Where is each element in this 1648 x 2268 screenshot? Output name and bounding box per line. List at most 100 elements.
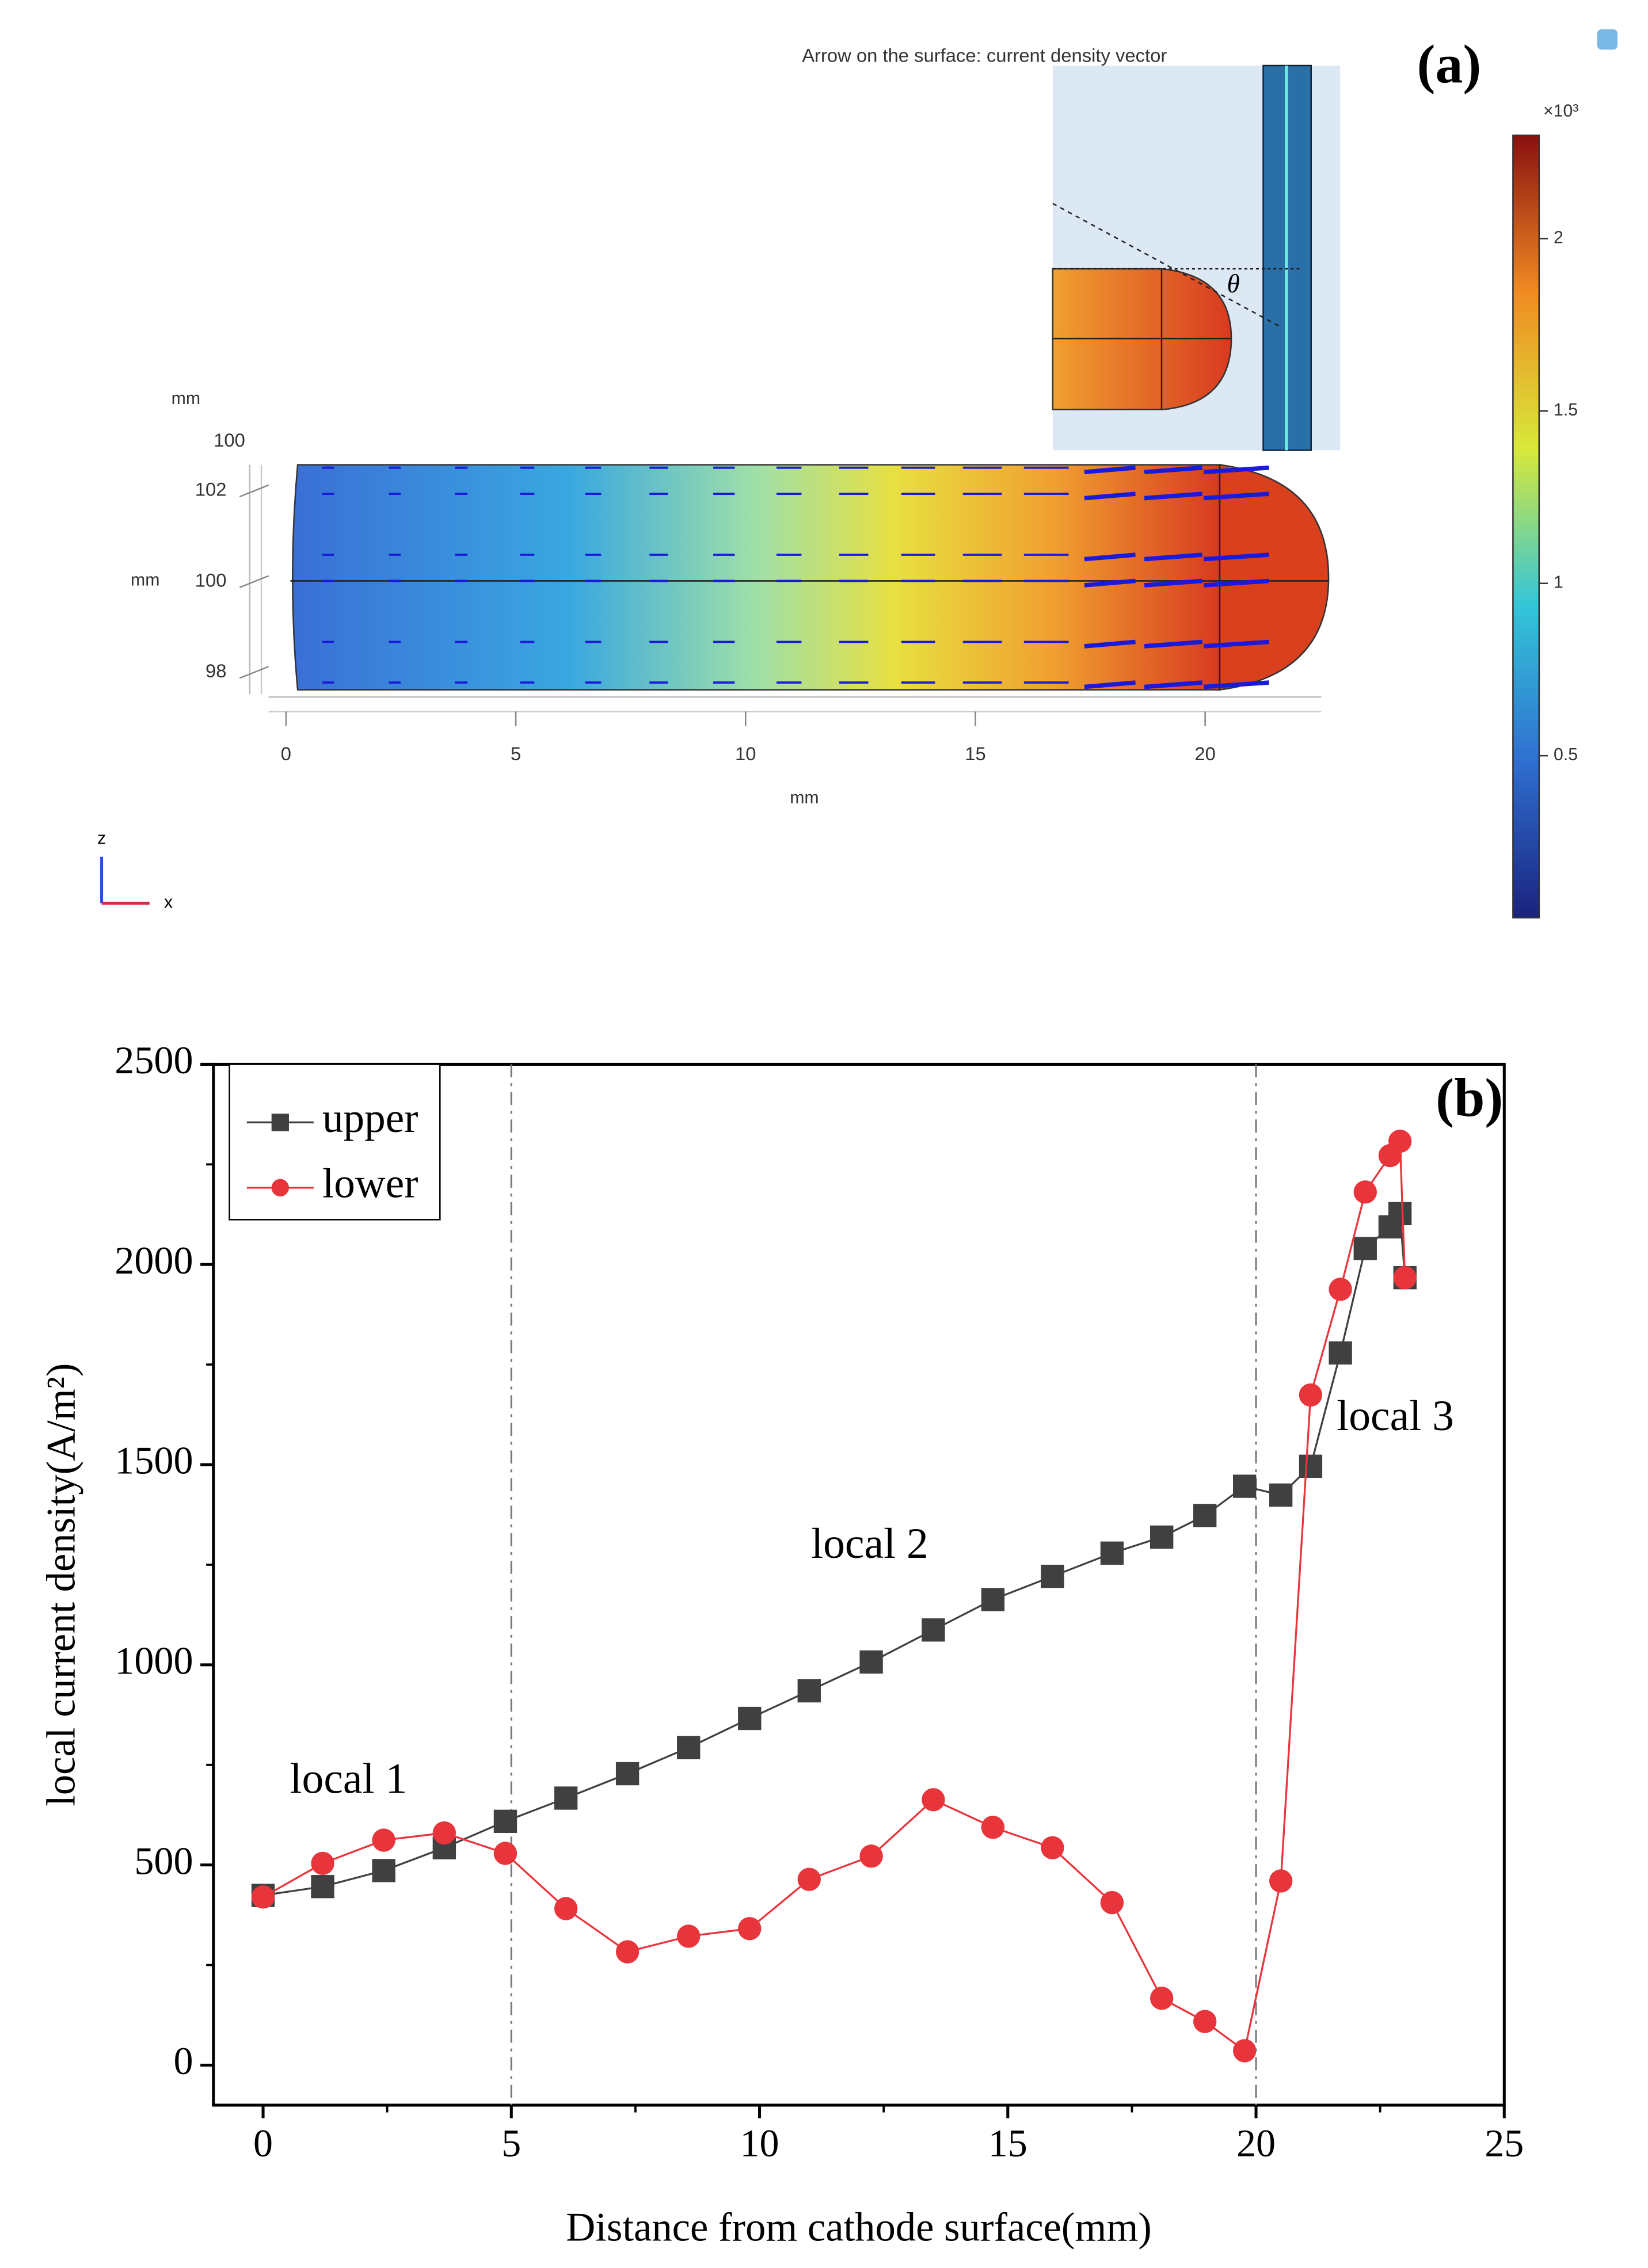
arrow (1144, 491, 1202, 501)
marker (1329, 1341, 1352, 1365)
x-tick-label: 5 (501, 2121, 521, 2165)
colorbar (1512, 134, 1540, 918)
current-arrows (322, 465, 1269, 689)
colorbar-tick-label: 2 (1554, 228, 1563, 247)
marker (615, 1762, 640, 1786)
colorbar-exponent: ×10³ (1543, 102, 1578, 121)
marker (1393, 1266, 1417, 1290)
arrow (1203, 491, 1269, 501)
marker (1233, 1474, 1257, 1498)
triad-z-label: z (97, 829, 106, 848)
legend-label: upper (322, 1095, 418, 1141)
y-axis-label: local current density(A/m²) (39, 1363, 84, 1806)
marker (1150, 1525, 1174, 1549)
arrow (1084, 491, 1136, 501)
marker (432, 1821, 456, 1845)
marker (1100, 1541, 1124, 1565)
x-tick-label: 20 (1194, 743, 1215, 764)
z-unit-top: mm (172, 389, 200, 408)
z-tick-label: 100 (195, 569, 227, 590)
y-tick-label: 2000 (115, 1238, 193, 1282)
arrow (1084, 680, 1136, 689)
marker (1233, 2039, 1257, 2063)
marker (311, 1851, 334, 1876)
marker (1193, 2010, 1217, 2033)
marker (493, 1809, 517, 1834)
plot-frame (212, 1062, 1506, 2107)
marker (922, 1618, 945, 1642)
marker (1299, 1383, 1323, 1407)
z-tick-label: 102 (195, 479, 227, 500)
x-tick-label: 15 (988, 2121, 1027, 2165)
z-top-value: 100 (214, 429, 245, 451)
arrow (1203, 578, 1269, 588)
marker (981, 1816, 1005, 1839)
marker (797, 1679, 821, 1703)
marker (677, 1924, 701, 1948)
marker (554, 1786, 578, 1810)
x-axis-label: mm (790, 788, 819, 807)
x-tick-label: 0 (253, 2121, 273, 2165)
marker (981, 1588, 1005, 1611)
arrow (1144, 552, 1202, 562)
colorbar-tick-label: 1.5 (1554, 401, 1578, 420)
legend-label: lower (322, 1160, 418, 1207)
y-tick-label: 1500 (115, 1439, 193, 1482)
x-tick-label: 15 (965, 743, 985, 764)
y-tick-label: 1000 (115, 1638, 193, 1682)
panel-b-label: (b) (1436, 1068, 1503, 1129)
arrow (1144, 639, 1202, 649)
marker (372, 1859, 395, 1882)
x-axis-label: Distance from cathode surface(mm) (566, 2205, 1152, 2250)
marker (1353, 1180, 1377, 1204)
panel-a-label: (a) (1417, 34, 1482, 95)
z-tick (239, 666, 269, 679)
marker (922, 1788, 945, 1812)
colorbar-tick-label: 1 (1554, 573, 1563, 592)
marker (859, 1844, 883, 1868)
legend-marker (271, 1114, 289, 1131)
triad-x-label: x (164, 893, 173, 912)
arrow (1084, 639, 1136, 649)
cathode-cap (1219, 464, 1330, 691)
y-tick-label: 500 (134, 1839, 193, 1882)
marker (1269, 1483, 1293, 1507)
z-tick-label: 98 (205, 660, 226, 681)
arrow (1144, 578, 1202, 588)
panel-b: 0 500 1000 1500 2000 2500 0 5 10 15 20 25 Distance f… (39, 1038, 1524, 2250)
marker (251, 1885, 275, 1909)
angle-label: θ (1227, 269, 1239, 298)
legend-marker (271, 1179, 289, 1196)
x-tick-label: 20 (1236, 2121, 1276, 2165)
marker (859, 1650, 883, 1674)
annotation: local 3 (1337, 1392, 1454, 1440)
marker (1269, 1869, 1293, 1893)
y-tick-label: 2500 (115, 1038, 193, 1082)
marker (677, 1736, 701, 1760)
x-tick-label: 10 (740, 2121, 779, 2165)
arrow (1203, 552, 1269, 562)
y-tick-label: 0 (173, 2039, 193, 2083)
arrow (1203, 680, 1269, 689)
marker (738, 1706, 762, 1730)
arrow (1084, 578, 1136, 588)
marker (1100, 1890, 1124, 1915)
marker (1388, 1202, 1412, 1226)
arrow (1084, 552, 1136, 562)
z-tick (239, 484, 269, 498)
x-tick-label: 0 (281, 743, 291, 764)
marker (1193, 1504, 1217, 1527)
colorbar-tick-label: 0.5 (1554, 745, 1578, 764)
legend (229, 1064, 441, 1221)
marker (1041, 1564, 1064, 1588)
arrow (1144, 465, 1202, 475)
arrow (1084, 465, 1136, 475)
cathode-body (292, 464, 1221, 691)
marker (1329, 1278, 1352, 1301)
view-icon (1597, 29, 1618, 50)
annotation: local 1 (290, 1755, 408, 1802)
panel-a: Arrow on the surface: current density ve… (97, 29, 1618, 918)
marker (615, 1940, 640, 1964)
marker (1353, 1237, 1377, 1260)
